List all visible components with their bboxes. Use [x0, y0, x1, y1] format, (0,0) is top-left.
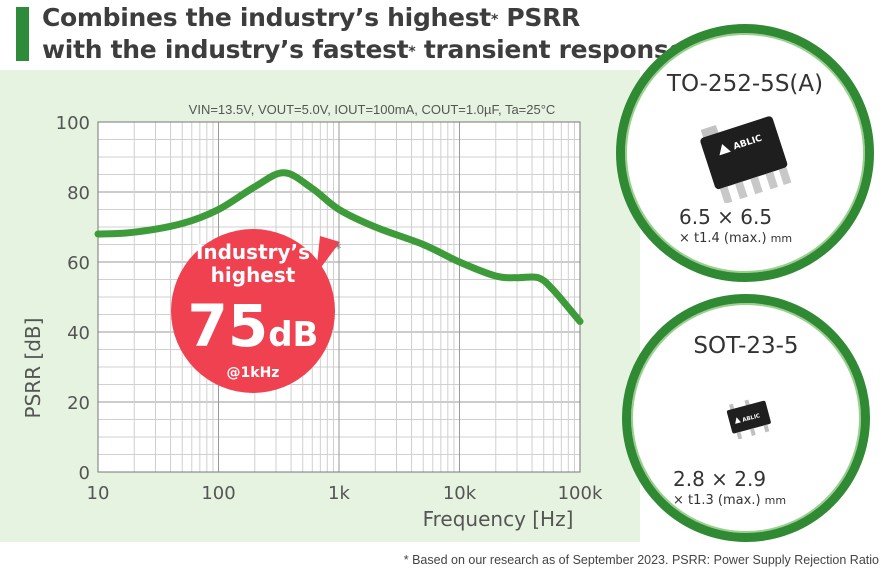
y-tick-label: 0	[79, 463, 90, 484]
page-title: Combines the industry’s highest* PSRR wi…	[42, 2, 685, 66]
title-line2: with the industry’s fastest	[42, 35, 409, 64]
title-accent-bar	[16, 7, 29, 61]
svg-text:75dB: 75dB	[188, 292, 319, 360]
package-name: TO-252-5S(A)	[666, 71, 824, 97]
callout-unit: dB	[268, 315, 318, 355]
measurement-conditions: VIN=13.5V, VOUT=5.0V, IOUT=100mA, COUT=1…	[189, 102, 556, 117]
title-footnote-mark: *	[408, 44, 416, 60]
x-tick-label: 100k	[558, 483, 603, 504]
y-tick-label: 60	[67, 253, 90, 274]
title-footnote-mark: *	[490, 12, 498, 28]
y-tick-label: 20	[67, 393, 90, 414]
callout-bubble: Industry’s highest 75dB @1kHz *	[171, 229, 342, 393]
y-tick-label: 100	[56, 113, 90, 134]
callout-pointer	[316, 236, 340, 274]
x-tick-labels: 10 100 1k 10k 100k	[87, 483, 603, 504]
callout-frequency: @1kHz	[227, 365, 280, 381]
y-tick-label: 40	[67, 323, 90, 344]
psrr-curve-series	[94, 169, 584, 325]
callout-line2: highest	[211, 263, 296, 287]
package-dimensions: 2.8 × 2.9	[673, 467, 767, 491]
chip-brand-label: ABLIC	[742, 413, 761, 423]
x-axis-label: Frequency [Hz]	[423, 507, 574, 531]
callout-line1: Industry’s	[196, 240, 310, 264]
y-tick-label: 80	[67, 183, 90, 204]
chart-gridlines	[97, 121, 580, 473]
package-to252-card: TO-252-5S(A) ABLIC 6.5 × 6.5 × t1.4 (max…	[616, 24, 874, 282]
psrr-chart: 0 20 40 60 80 100 10 100 1k 10k 100k VIN=13.5V, V…	[21, 102, 603, 531]
callout-circle	[171, 229, 335, 393]
x-tick-label: 100	[201, 483, 235, 504]
sot23-chip-image: ABLIC	[726, 399, 771, 439]
package-thickness: × t1.3 (max.) mm	[673, 493, 786, 508]
x-tick-label: 1k	[328, 483, 350, 504]
package-dimensions: 6.5 × 6.5	[679, 205, 773, 229]
plot-frame	[97, 121, 581, 473]
callout-footnote-mark: *	[335, 242, 342, 257]
x-tick-label: 10	[87, 483, 110, 504]
footnote: * Based on our research as of September …	[403, 553, 879, 567]
y-axis-label: PSRR [dB]	[21, 318, 45, 419]
thickness-unit: mm	[770, 232, 793, 245]
title-line2-end: transient response	[415, 35, 686, 64]
to252-chip-image: ABLIC	[700, 116, 792, 203]
package-sot23-card: SOT-23-5 ABLIC 2.8 × 2.9 × t1.3 (max.) m…	[622, 294, 870, 542]
callout-value: 75	[188, 292, 269, 360]
title-line1: Combines the industry’s highest	[42, 3, 491, 32]
thickness-value: × t1.3 (max.)	[673, 493, 761, 508]
package-name: SOT-23-5	[693, 333, 799, 359]
thickness-unit: mm	[764, 494, 787, 507]
x-tick-label: 10k	[443, 483, 477, 504]
y-tick-labels: 0 20 40 60 80 100	[56, 113, 90, 484]
title-line1-end: PSRR	[497, 3, 581, 32]
thickness-value: × t1.4 (max.)	[679, 231, 767, 246]
package-thickness: × t1.4 (max.) mm	[679, 231, 792, 246]
